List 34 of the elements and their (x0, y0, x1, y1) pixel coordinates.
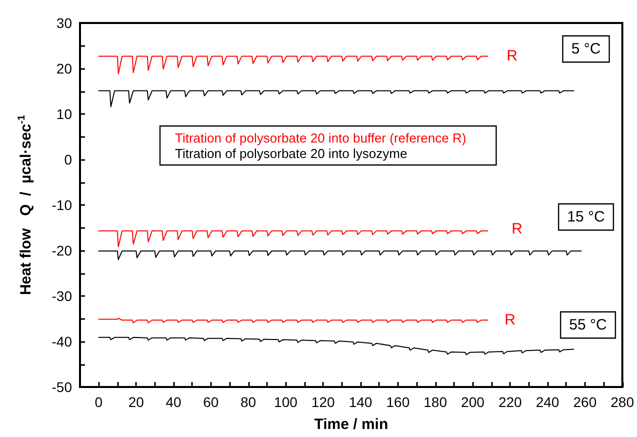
x-tick-label: 60 (203, 394, 219, 410)
x-tick-label: 280 (610, 394, 634, 410)
x-tick-label: 160 (386, 394, 410, 410)
x-tick-label: 0 (94, 394, 103, 410)
x-axis-title: Time / min (314, 416, 388, 433)
annotation: R (512, 220, 523, 238)
annotation: R (504, 312, 516, 328)
y-tick-label: -30 (52, 288, 72, 304)
x-tick-label: 260 (573, 394, 597, 410)
y-tick-label: -10 (52, 197, 72, 213)
annotation: R (506, 48, 518, 64)
x-tick-label: 80 (240, 394, 256, 410)
x-tick-label: 120 (311, 394, 335, 410)
y-tick-label: -50 (52, 379, 72, 395)
x-tick-label: 220 (498, 394, 522, 410)
text: Titration of polysorbate 20 into buffer (reference R) (175, 130, 466, 146)
y-axis-title: Heat flow Q / µcal·sec-1 (16, 114, 34, 296)
annotation: 55 °C (569, 316, 608, 334)
y-tick-label: -40 (52, 334, 72, 350)
y-tick-label: 10 (56, 106, 72, 122)
text: Titration of polysorbate 20 into lysozyme (175, 146, 408, 161)
annotation: 15 °C (567, 208, 606, 226)
x-tick-label: 40 (166, 394, 182, 410)
y-tick-label: 0 (64, 152, 72, 168)
x-tick-label: 240 (536, 394, 560, 410)
x-tick-label: 20 (128, 394, 144, 410)
y-tick-label: 30 (56, 15, 72, 31)
y-tick-label: 20 (56, 60, 72, 76)
x-tick-label: 200 (461, 394, 485, 410)
y-tick-label: -20 (52, 242, 72, 258)
x-tick-label: 180 (424, 394, 448, 410)
annotation: 5 °C (571, 40, 601, 58)
x-tick-label: 100 (274, 394, 298, 410)
x-tick-label: 140 (348, 394, 372, 410)
